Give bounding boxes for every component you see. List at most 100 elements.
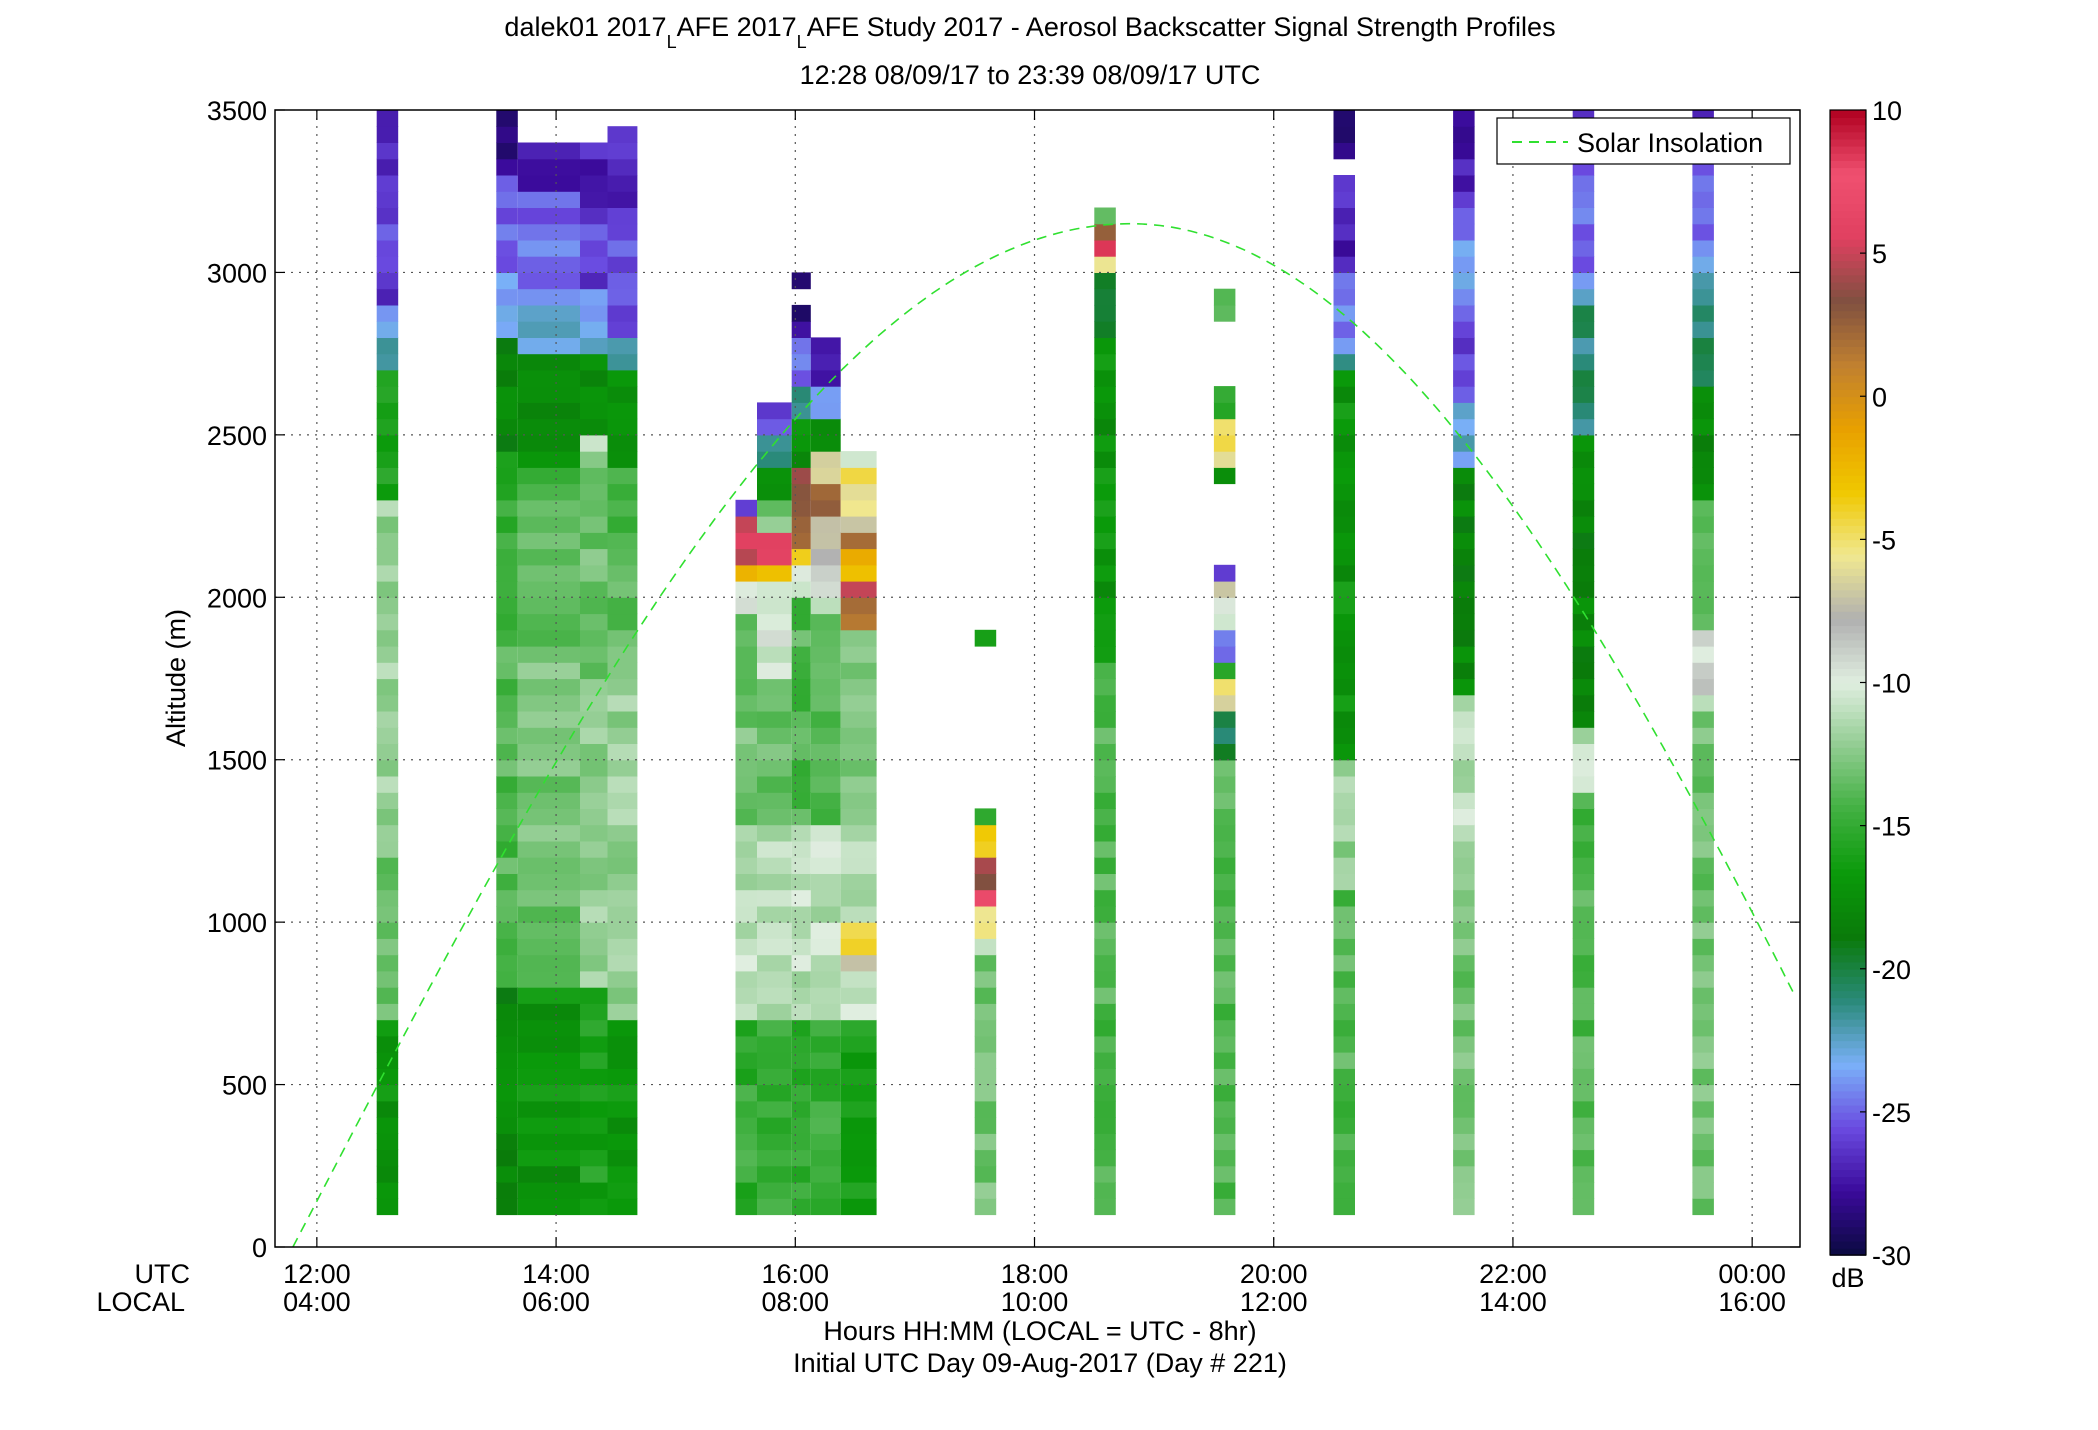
cell	[376, 1149, 399, 1167]
cell	[1692, 386, 1714, 403]
colorbar-step	[1830, 997, 1866, 1006]
cell	[496, 451, 518, 468]
cell	[974, 1149, 997, 1167]
cell	[735, 1068, 757, 1086]
cell	[1453, 759, 1475, 777]
cell	[1213, 1165, 1236, 1183]
cell	[1094, 1068, 1116, 1086]
cell	[1094, 678, 1116, 696]
cell	[1453, 175, 1475, 192]
cell	[810, 905, 841, 923]
cell	[1692, 808, 1714, 826]
cell	[840, 1003, 877, 1021]
cell	[496, 889, 518, 907]
cell	[1572, 824, 1595, 842]
cell	[1333, 564, 1355, 582]
cell	[376, 451, 399, 468]
cell	[791, 711, 811, 728]
cell	[496, 467, 518, 485]
cell	[1453, 418, 1475, 436]
colorbar-step	[1830, 761, 1866, 770]
cell	[1094, 840, 1116, 858]
cell	[757, 954, 792, 972]
colorbar-step	[1830, 525, 1866, 534]
cell	[1692, 369, 1714, 387]
cell	[1213, 1198, 1236, 1216]
colorbar-step	[1830, 1104, 1866, 1113]
cell	[840, 1182, 877, 1199]
cell	[791, 1035, 811, 1053]
cell	[517, 434, 580, 452]
cell	[1453, 1003, 1475, 1021]
cell	[1213, 418, 1236, 436]
cell	[1453, 743, 1475, 761]
cell	[791, 386, 811, 403]
cell	[1572, 353, 1595, 371]
cell	[1572, 792, 1595, 809]
cell	[607, 1019, 638, 1037]
cell	[974, 1019, 997, 1037]
colorbar-step	[1830, 553, 1866, 562]
cell	[791, 808, 811, 826]
cell	[757, 1019, 792, 1037]
cell	[496, 207, 518, 225]
cell	[496, 954, 518, 972]
cell	[791, 532, 811, 550]
cell	[1453, 239, 1475, 257]
x-tick-label-local: 16:00	[1718, 1287, 1786, 1317]
x-tick-label-local: 06:00	[522, 1287, 590, 1317]
cell	[1692, 922, 1714, 939]
cell	[1692, 970, 1714, 988]
cell	[376, 223, 399, 241]
cell	[517, 1084, 580, 1102]
cell	[580, 840, 608, 858]
cell	[810, 516, 841, 533]
cell	[1333, 418, 1355, 436]
colorbar-step	[1830, 1190, 1866, 1199]
cell	[1333, 516, 1355, 533]
cell	[517, 987, 580, 1004]
cell	[607, 532, 638, 550]
cell	[840, 1117, 877, 1134]
cell	[791, 905, 811, 923]
cell	[735, 759, 757, 777]
profile-0	[376, 110, 399, 1216]
colorbar-step	[1830, 1176, 1866, 1185]
cell	[810, 840, 841, 858]
cell	[810, 1084, 841, 1102]
cell	[1692, 548, 1714, 566]
cell	[791, 434, 811, 452]
cell	[1692, 629, 1714, 647]
cell	[496, 175, 518, 192]
cell	[791, 1182, 811, 1199]
cell	[580, 418, 608, 436]
cell	[517, 207, 580, 225]
colorbar-step	[1830, 1133, 1866, 1142]
cell	[376, 1165, 399, 1183]
cell	[1333, 597, 1355, 615]
cell	[1572, 678, 1595, 696]
cell	[1453, 938, 1475, 956]
cell	[496, 857, 518, 874]
cell	[810, 418, 841, 436]
cell	[1333, 1035, 1355, 1053]
cell	[757, 1068, 792, 1086]
cell	[517, 321, 580, 338]
cell	[791, 970, 811, 988]
cell	[1572, 873, 1595, 891]
cell	[1094, 272, 1116, 290]
colorbar-step	[1830, 1197, 1866, 1206]
cell	[735, 1035, 757, 1053]
cell	[840, 597, 877, 615]
cell	[1213, 1019, 1236, 1037]
cell	[376, 564, 399, 582]
cell	[810, 434, 841, 452]
cell	[1692, 889, 1714, 907]
colorbar-tick-label: -15	[1872, 812, 1911, 842]
cell	[735, 1052, 757, 1069]
colorbar-step	[1830, 882, 1866, 891]
cell	[1572, 191, 1595, 208]
colorbar-step	[1830, 1147, 1866, 1156]
cell	[376, 1068, 399, 1086]
colorbar-step	[1830, 975, 1866, 984]
